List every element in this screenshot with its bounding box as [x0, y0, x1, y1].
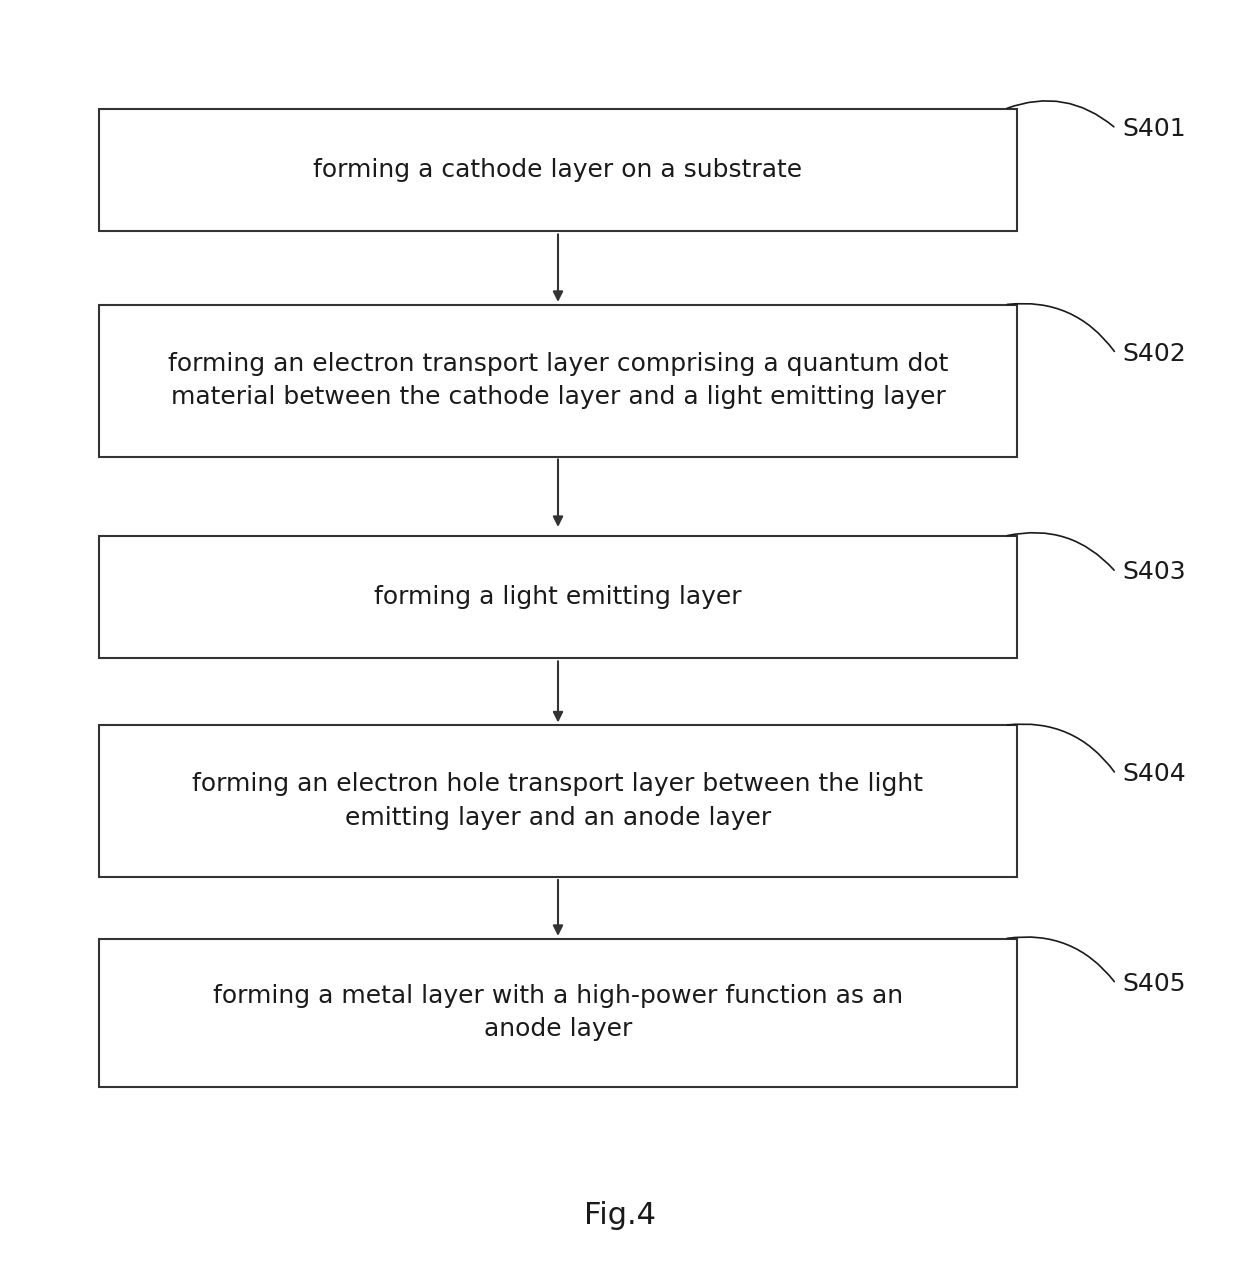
- FancyBboxPatch shape: [99, 725, 1017, 877]
- Text: S403: S403: [1122, 561, 1185, 584]
- Text: forming a metal layer with a high-power function as an
anode layer: forming a metal layer with a high-power …: [213, 984, 903, 1042]
- Text: S404: S404: [1122, 763, 1185, 786]
- Text: Fig.4: Fig.4: [584, 1201, 656, 1229]
- FancyBboxPatch shape: [99, 109, 1017, 231]
- Text: S401: S401: [1122, 117, 1185, 140]
- Text: forming a light emitting layer: forming a light emitting layer: [374, 585, 742, 610]
- FancyBboxPatch shape: [99, 305, 1017, 457]
- Text: S405: S405: [1122, 972, 1185, 995]
- Text: forming an electron transport layer comprising a quantum dot
material between th: forming an electron transport layer comp…: [167, 352, 949, 409]
- FancyBboxPatch shape: [99, 536, 1017, 658]
- Text: forming an electron hole transport layer between the light
emitting layer and an: forming an electron hole transport layer…: [192, 773, 924, 829]
- Text: S402: S402: [1122, 342, 1185, 365]
- FancyBboxPatch shape: [99, 939, 1017, 1087]
- Text: forming a cathode layer on a substrate: forming a cathode layer on a substrate: [314, 158, 802, 183]
